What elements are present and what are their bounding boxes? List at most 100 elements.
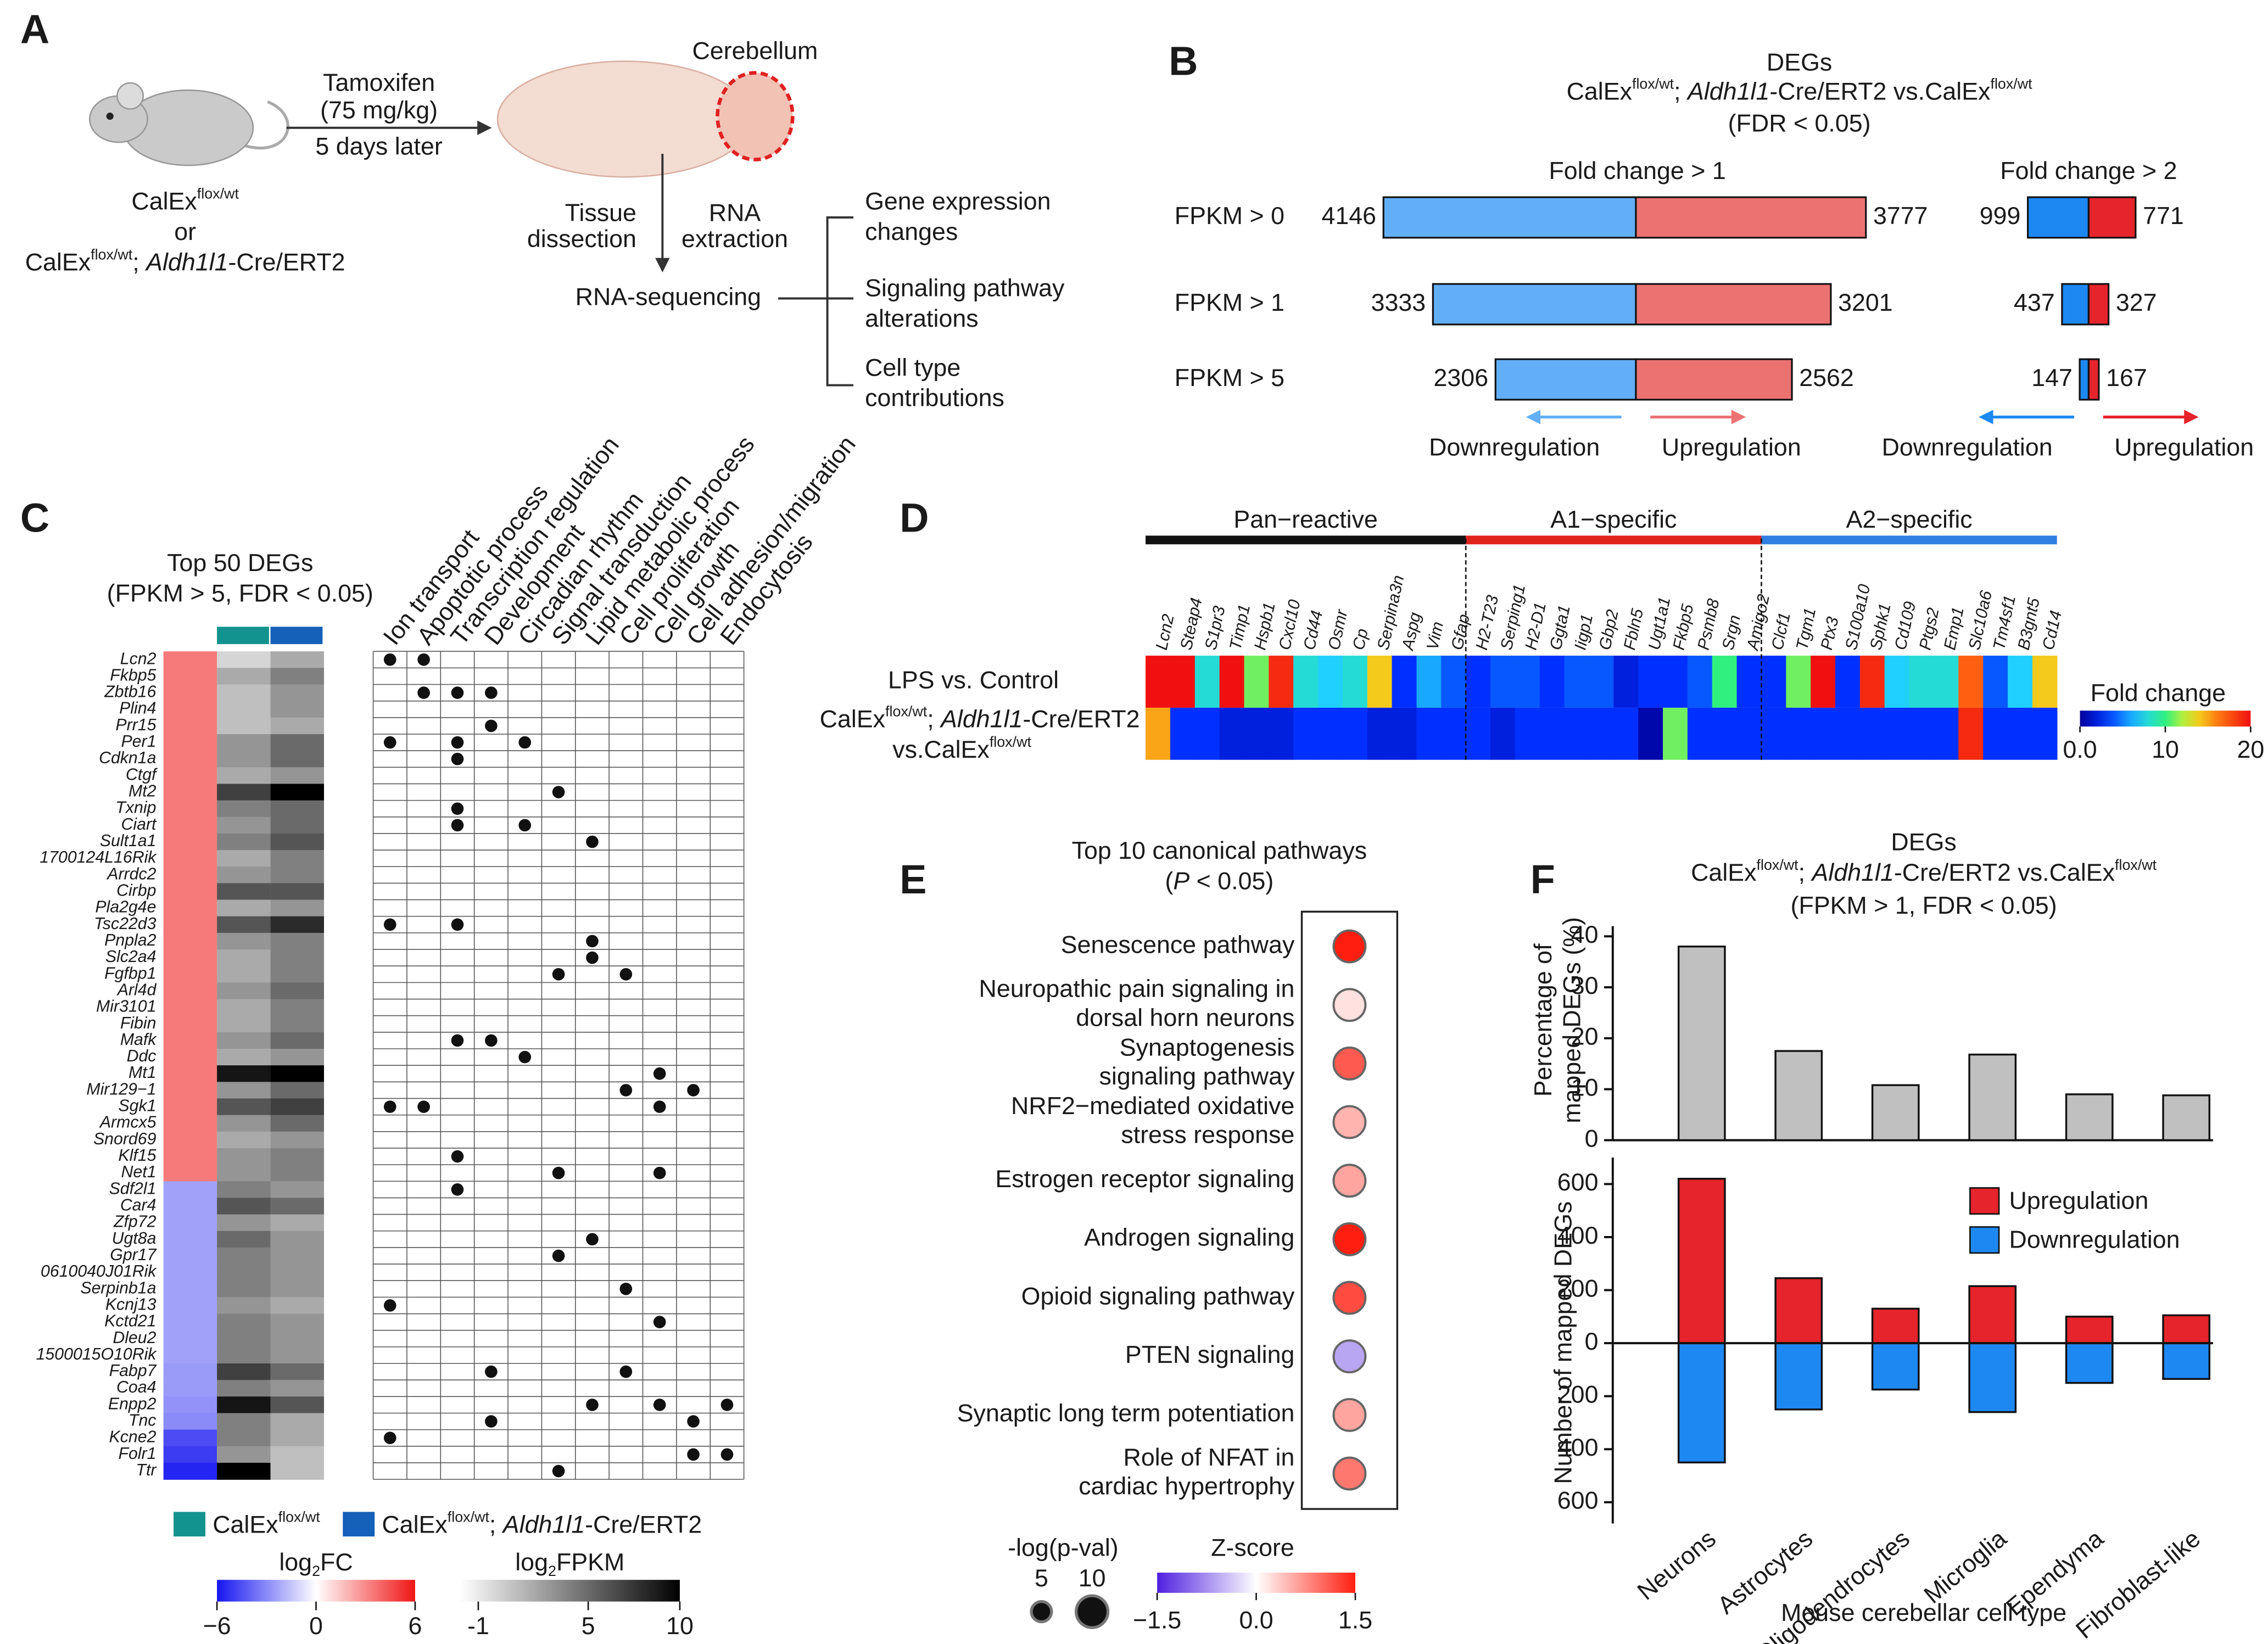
heat-cell: [217, 1131, 271, 1149]
gene-label: Serpinb1a: [80, 1279, 156, 1297]
heat-cell: [1466, 707, 1491, 760]
bar: [1774, 1342, 1823, 1411]
heat-cell: [217, 1049, 271, 1066]
heat-cell: [163, 1280, 217, 1298]
chart-subtitle-part: CalEx: [1691, 859, 1756, 886]
gene-label: Mir3101: [96, 998, 156, 1016]
function-dot: [720, 1399, 734, 1411]
legend-label-part: ;: [489, 1511, 503, 1539]
legend-label: CalExflox/wt: [213, 1509, 320, 1539]
heat-cell: [163, 899, 217, 917]
gene-label: Emp1: [1941, 605, 1968, 651]
gene-label: Ciart: [121, 815, 158, 834]
gene-label: Sult1a1: [100, 832, 157, 850]
chart-subtitle-part: < 0.05): [1189, 867, 1273, 894]
treatment-text: Tamoxifen: [323, 69, 435, 97]
function-dot: [619, 968, 633, 981]
legend-swatch: [174, 1512, 206, 1537]
heat-cell: [270, 982, 324, 1000]
function-dot: [653, 1399, 666, 1411]
x-tick-label: Microglia: [1919, 1525, 2012, 1609]
legend-label: CalExflox/wt; Aldh1l1-Cre/ERT2: [382, 1509, 702, 1539]
arrow-head: [477, 120, 492, 135]
row-label-part: -Cre/ERT2: [1023, 705, 1139, 732]
pathway-label: Opioid signaling pathway: [1021, 1282, 1295, 1310]
value-label: 2306: [1434, 364, 1489, 392]
function-dot: [687, 1415, 700, 1428]
heat-cell: [217, 1330, 271, 1347]
value-label: 167: [2106, 364, 2147, 392]
heat-cell: [270, 1065, 324, 1083]
colorbar-title: log2FPKM: [515, 1548, 624, 1579]
heat-cell: [1687, 656, 1713, 708]
row-label: LPS vs. Control: [888, 666, 1059, 694]
legend-label: Downregulation: [1882, 433, 2053, 461]
function-dot: [451, 752, 464, 765]
heat-cell: [1589, 656, 1615, 708]
function-dot: [619, 1282, 633, 1295]
genotype-label-part: CalEx: [131, 188, 197, 215]
function-dot: [586, 1399, 599, 1411]
gene-label: Tsc22d3: [94, 915, 157, 933]
outcome-label: changes: [865, 218, 958, 245]
heat-cell: [217, 883, 271, 901]
column-header: [217, 627, 269, 645]
heat-cell: [217, 1446, 271, 1463]
genotype-label-part: flox/wt: [197, 186, 239, 202]
y-tick-label: 200: [1557, 1380, 1599, 1408]
heat-cell: [1416, 707, 1442, 760]
genotype-label-part: -Cre/ERT2: [228, 248, 345, 276]
gene-label: Psmb8: [1695, 597, 1723, 651]
legend-label: Upregulation: [2009, 1187, 2149, 1215]
chart-subtitle-part: (: [1165, 867, 1173, 894]
function-dot: [383, 736, 396, 749]
chart-title: Top 50 DEGs: [167, 549, 313, 577]
function-dot: [417, 1100, 430, 1113]
step-label: dissection: [527, 225, 636, 253]
heat-cell: [1859, 656, 1885, 708]
gene-label: Cd14: [2040, 609, 2065, 652]
heat-cell: [270, 1396, 324, 1414]
gene-label: Srgn: [1719, 613, 1744, 651]
gene-label: Kctd21: [104, 1312, 156, 1330]
heat-cell: [270, 1181, 324, 1199]
heat-cell: [1909, 707, 1935, 760]
function-dot: [552, 1249, 565, 1262]
heat-cell: [270, 1198, 324, 1215]
heat-cell: [217, 1363, 271, 1380]
cerebellum: [716, 71, 795, 161]
heat-cell: [163, 1462, 217, 1480]
colorbar-tick-label: 0.0: [1239, 1606, 1273, 1634]
heat-cell: [217, 982, 271, 1000]
gene-label: 1500015O10Rik: [36, 1345, 158, 1363]
heat-cell: [2032, 656, 2058, 708]
function-dot: [383, 1431, 396, 1445]
heat-cell: [2008, 707, 2033, 760]
function-dot: [451, 918, 464, 931]
heat-cell: [1318, 656, 1343, 708]
row-label-part: Aldh1l1: [939, 705, 1023, 732]
gene-label: Cirbp: [116, 881, 156, 899]
heat-cell: [1736, 656, 1762, 708]
function-dot: [518, 1050, 532, 1064]
heat-cell: [270, 1363, 324, 1380]
function-dot: [451, 736, 464, 749]
function-dot: [451, 1183, 464, 1196]
heat-cell: [1318, 707, 1343, 760]
heat-cell: [163, 800, 217, 818]
heat-cell: [270, 1049, 324, 1066]
heat-cell: [270, 1115, 324, 1132]
heat-cell: [217, 1032, 271, 1049]
heat-cell: [270, 999, 324, 1016]
gene-label: Cd44: [1300, 609, 1326, 652]
heat-cell: [217, 1396, 271, 1414]
gene-label: Ugt8a: [112, 1229, 157, 1248]
bar: [2087, 283, 2110, 326]
gene-label: Armcx5: [99, 1114, 157, 1132]
function-dot: [586, 951, 599, 964]
legend-arrow-head: [1731, 410, 1746, 424]
pathway-dot: [1332, 1164, 1367, 1198]
panel-label: F: [1530, 857, 1555, 902]
bar: [2162, 1094, 2211, 1142]
legend-label-part: -Cre/ERT2: [585, 1511, 702, 1539]
